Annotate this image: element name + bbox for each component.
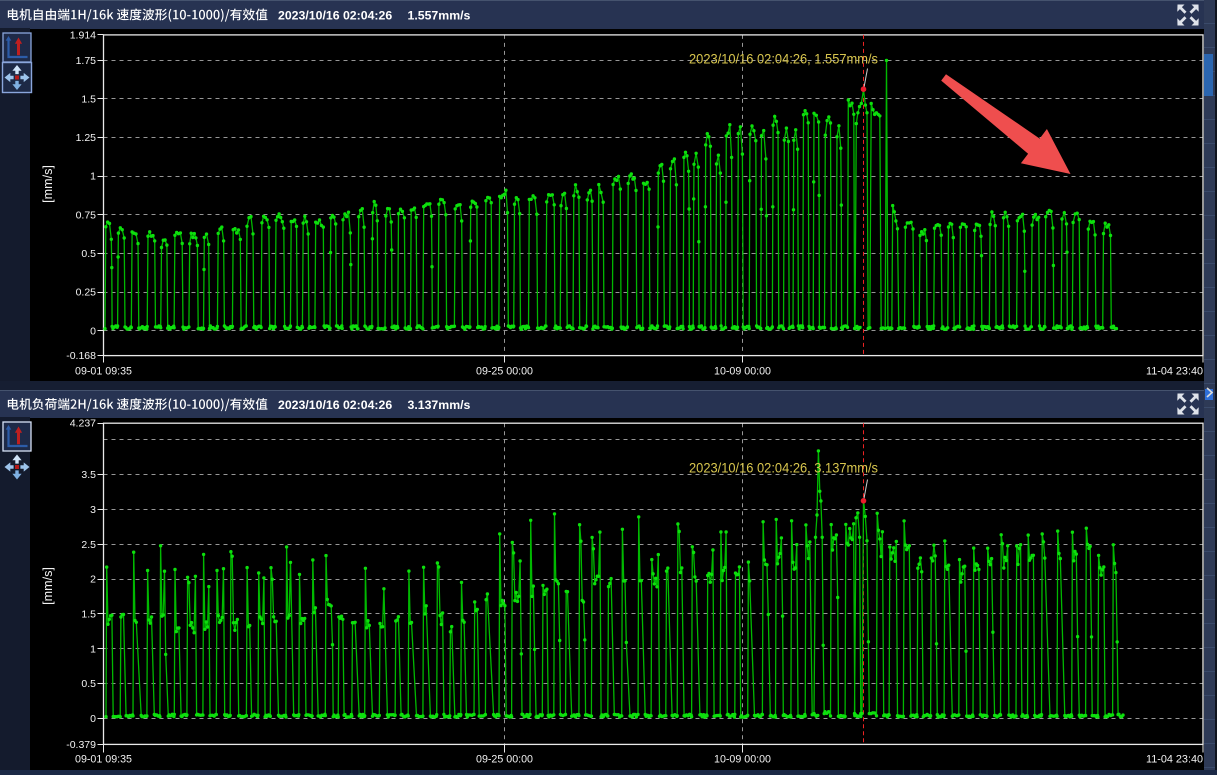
svg-text:10-09 00:00: 10-09 00:00 (714, 754, 771, 766)
svg-text:1.75: 1.75 (76, 55, 97, 67)
svg-text:09-25 00:00: 09-25 00:00 (476, 366, 533, 378)
svg-text:-0.379: -0.379 (66, 739, 96, 751)
svg-text:0: 0 (90, 325, 96, 337)
svg-text:2023/10/16 02:04:26, 1.557mm/s: 2023/10/16 02:04:26, 1.557mm/s (689, 52, 878, 67)
svg-text:1.5: 1.5 (81, 609, 96, 621)
svg-text:09-01 09:35: 09-01 09:35 (75, 754, 132, 766)
svg-text:4.237: 4.237 (70, 418, 96, 430)
svg-text:2.5: 2.5 (81, 539, 96, 551)
svg-text:3.5: 3.5 (81, 469, 96, 481)
svg-text:09-01 09:35: 09-01 09:35 (75, 366, 132, 378)
svg-text:3.137mm/s: 3.137mm/s (408, 398, 471, 412)
svg-text:2023/10/16 02:04:26, 3.137mm/s: 2023/10/16 02:04:26, 3.137mm/s (689, 461, 878, 476)
svg-text:1.557mm/s: 1.557mm/s (408, 8, 471, 22)
svg-text:0.25: 0.25 (76, 287, 97, 299)
svg-text:0.75: 0.75 (76, 209, 97, 221)
svg-text:-0.168: -0.168 (66, 350, 96, 362)
svg-text:1.914: 1.914 (70, 29, 96, 41)
svg-text:2023/10/16 02:04:26: 2023/10/16 02:04:26 (278, 398, 392, 412)
svg-text:3: 3 (90, 504, 96, 516)
svg-text:0.5: 0.5 (81, 248, 96, 260)
svg-text:1.25: 1.25 (76, 132, 97, 144)
svg-text:1: 1 (90, 171, 96, 183)
svg-text:0: 0 (90, 713, 96, 725)
svg-text:[mm/s]: [mm/s] (41, 165, 55, 203)
svg-text:1.5: 1.5 (81, 93, 96, 105)
svg-text:2023/10/16 02:04:26: 2023/10/16 02:04:26 (278, 8, 392, 22)
svg-text:2: 2 (90, 574, 96, 586)
svg-text:09-25 00:00: 09-25 00:00 (476, 754, 533, 766)
svg-text:11-04 23:40: 11-04 23:40 (1146, 366, 1203, 378)
svg-text:[mm/s]: [mm/s] (41, 567, 55, 605)
svg-text:11-04 23:40: 11-04 23:40 (1146, 754, 1203, 766)
svg-text:0.5: 0.5 (81, 678, 96, 690)
svg-text:10-09 00:00: 10-09 00:00 (714, 366, 771, 378)
svg-text:1: 1 (90, 643, 96, 655)
